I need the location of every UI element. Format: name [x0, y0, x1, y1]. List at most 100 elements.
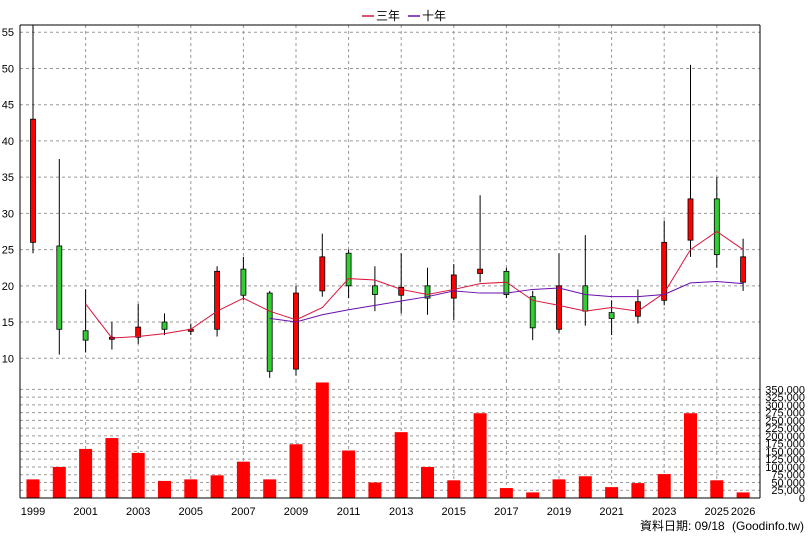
volume-y-tick-label: 300,000 — [765, 400, 805, 412]
candle-body — [503, 270, 510, 295]
candle — [635, 289, 641, 324]
x-tick-label: 2009 — [284, 506, 308, 518]
candle — [713, 177, 720, 268]
data-date: 資料日期: 09/18 — [640, 519, 725, 533]
volume-bar — [105, 438, 119, 498]
price-y-axis: 10 15 20 25 30 35 40 45 50 55 — [2, 27, 14, 365]
candle-body — [424, 285, 431, 299]
volume-y-tick-label: 150,000 — [765, 446, 805, 458]
legend-label-ten-year: 十年 — [422, 9, 446, 23]
candle-body — [30, 118, 36, 243]
candle — [450, 264, 457, 320]
ten-year-line — [269, 280, 744, 323]
volume-bar — [210, 475, 224, 498]
x-tick-label: 2019 — [547, 506, 571, 518]
volume-bar — [447, 480, 461, 498]
candle — [424, 267, 431, 315]
legend-label-three-year: 三年 — [376, 9, 400, 23]
volume-bar — [131, 452, 145, 498]
volume-bar — [526, 492, 540, 498]
candle-body — [345, 252, 352, 287]
x-tick-label: 2007 — [231, 506, 255, 518]
candle — [398, 253, 405, 314]
volume-bar — [315, 382, 329, 498]
x-tick-label: 1999 — [21, 506, 45, 518]
x-tick-label: 2023 — [652, 506, 676, 518]
volume-bar — [473, 413, 487, 498]
volume-bar — [342, 450, 356, 498]
price-y-tick-label: 20 — [2, 281, 14, 293]
candle-body — [319, 256, 326, 292]
three-year-line — [85, 230, 744, 339]
volume-bar — [736, 492, 750, 498]
candle-body — [713, 198, 720, 256]
x-tick-label: 2021 — [599, 506, 623, 518]
candle-body — [240, 268, 247, 296]
candle — [687, 64, 694, 257]
volume-y-tick-label: 225,000 — [765, 423, 805, 435]
volume-y-tick-label: 200,000 — [765, 431, 805, 443]
volume-bar — [631, 483, 645, 498]
candle-body — [582, 285, 589, 312]
volume-y-tick-label: 250,000 — [765, 415, 805, 427]
candle-body — [398, 286, 405, 296]
candle-body — [740, 256, 746, 283]
volume-bar — [552, 479, 566, 498]
volume-panel: 025,00050,00075,000100,000125,000150,000… — [20, 380, 805, 505]
x-tick-label: 2015 — [442, 506, 466, 518]
candle — [319, 233, 326, 297]
volume-bars — [26, 382, 750, 498]
candle — [135, 303, 142, 344]
volume-bar — [368, 482, 382, 498]
candle — [82, 289, 89, 353]
candle — [582, 235, 589, 326]
price-y-tick-label: 50 — [2, 63, 14, 75]
candle-body — [371, 285, 378, 295]
price-y-tick-label: 35 — [2, 172, 14, 184]
candle-body — [214, 270, 221, 330]
candle-body — [608, 312, 615, 319]
volume-bar — [421, 466, 434, 498]
candle-body — [266, 292, 273, 372]
volume-bar — [236, 461, 250, 498]
candle — [240, 256, 247, 301]
candle — [661, 220, 668, 306]
candle-body — [556, 285, 562, 330]
candle — [161, 313, 168, 336]
volume-y-tick-label: 0 — [799, 493, 805, 505]
price-y-tick-label: 40 — [2, 136, 14, 148]
x-tick-label: 2017 — [494, 506, 518, 518]
volume-y-tick-label: 100,000 — [765, 462, 805, 474]
candle-body — [56, 245, 63, 330]
candle-body — [450, 274, 457, 299]
x-tick-label: 2001 — [73, 506, 97, 518]
x-tick-label: 2026 — [731, 506, 755, 518]
candle — [214, 266, 221, 337]
volume-y-tick-label: 275,000 — [765, 408, 805, 420]
candle — [556, 253, 562, 333]
price-y-tick-label: 15 — [2, 317, 14, 329]
price-y-tick-label: 25 — [2, 245, 14, 257]
x-tick-label: 2013 — [389, 506, 413, 518]
volume-bar — [684, 413, 697, 498]
candle-body — [687, 198, 694, 241]
price-grid — [20, 25, 760, 380]
footer: 資料日期: 09/18 (Goodinfo.tw) — [640, 519, 804, 533]
candle — [477, 195, 484, 283]
volume-y-axis: 025,00050,00075,000100,000125,000150,000… — [765, 384, 805, 505]
price-panel: 10 15 20 25 30 35 40 45 50 55 — [2, 25, 760, 380]
volume-bar — [289, 444, 303, 498]
candle — [740, 238, 746, 291]
price-y-tick-label: 45 — [2, 100, 14, 112]
volume-bar — [499, 488, 513, 498]
price-y-tick-label: 10 — [2, 353, 14, 365]
candle-body — [161, 321, 168, 330]
candle — [345, 249, 352, 299]
volume-y-tick-label: 125,000 — [765, 454, 805, 466]
candle — [56, 159, 63, 355]
candle — [608, 300, 615, 336]
volume-bar — [394, 432, 408, 498]
x-axis: 1999 2001 2003 2005 2007 2009 2011 2013 2015 2017… — [21, 506, 756, 518]
source-credit: (Goodinfo.tw) — [732, 519, 804, 533]
